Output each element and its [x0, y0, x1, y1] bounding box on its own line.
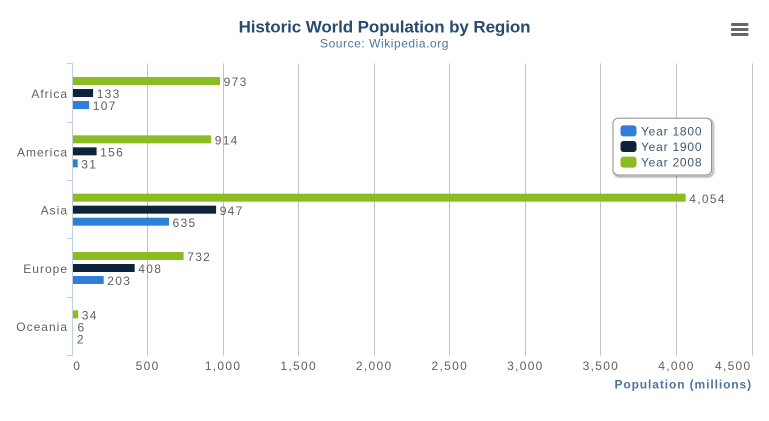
svg-text:Oceania: Oceania — [16, 320, 68, 334]
svg-text:635: 635 — [173, 216, 197, 230]
svg-text:973: 973 — [224, 75, 248, 89]
svg-text:4,500: 4,500 — [715, 359, 752, 373]
svg-text:6: 6 — [78, 321, 86, 335]
svg-text:Asia: Asia — [41, 204, 68, 218]
svg-text:America: America — [17, 145, 68, 159]
svg-text:156: 156 — [100, 146, 124, 160]
svg-text:107: 107 — [93, 99, 117, 113]
svg-text:2,000: 2,000 — [356, 359, 393, 373]
svg-text:Europe: Europe — [23, 262, 68, 276]
svg-text:Population (millions): Population (millions) — [614, 377, 752, 391]
svg-text:Africa: Africa — [31, 87, 68, 101]
svg-text:2,500: 2,500 — [432, 359, 469, 373]
svg-text:34: 34 — [82, 309, 98, 323]
svg-text:2: 2 — [77, 333, 85, 347]
svg-text:408: 408 — [138, 262, 162, 276]
svg-text:914: 914 — [215, 134, 239, 148]
svg-text:947: 947 — [220, 204, 244, 218]
svg-text:1,500: 1,500 — [280, 359, 317, 373]
svg-text:500: 500 — [136, 359, 160, 373]
svg-text:Year 2008: Year 2008 — [641, 156, 702, 170]
svg-text:Source: Wikipedia.org: Source: Wikipedia.org — [320, 36, 449, 50]
svg-text:Historic World Population by R: Historic World Population by Region — [239, 18, 531, 37]
svg-text:203: 203 — [107, 274, 131, 288]
svg-text:1,000: 1,000 — [205, 359, 242, 373]
svg-text:3,500: 3,500 — [583, 359, 620, 373]
svg-text:Year 1900: Year 1900 — [641, 140, 702, 154]
svg-text:Year 1800: Year 1800 — [641, 124, 702, 138]
svg-text:732: 732 — [187, 250, 211, 264]
svg-text:3,000: 3,000 — [507, 359, 544, 373]
svg-text:31: 31 — [81, 158, 97, 172]
svg-text:0: 0 — [73, 359, 81, 373]
svg-text:133: 133 — [97, 87, 121, 101]
svg-text:4,054: 4,054 — [689, 192, 726, 206]
svg-text:4,000: 4,000 — [658, 359, 695, 373]
